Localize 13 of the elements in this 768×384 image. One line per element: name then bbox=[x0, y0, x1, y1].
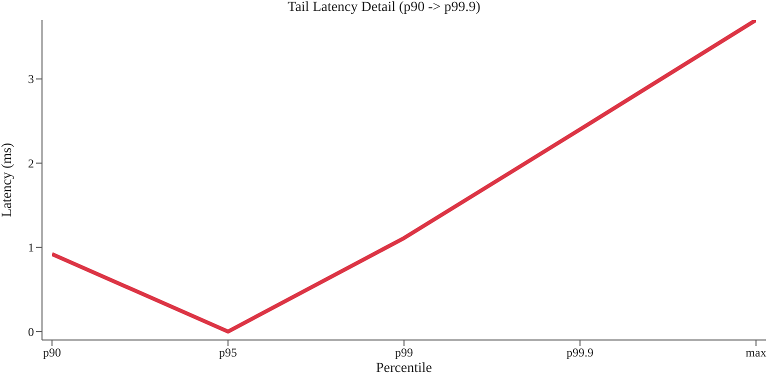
x-tick-label: p90 bbox=[43, 346, 61, 360]
y-tick-label: 1 bbox=[28, 240, 34, 255]
y-axis-title: Latency (ms) bbox=[0, 142, 15, 218]
chart-title: Tail Latency Detail (p90 -> p99.9) bbox=[286, 0, 482, 16]
x-axis-title: Percentile bbox=[376, 360, 432, 376]
x-tick-label: p95 bbox=[219, 346, 237, 360]
y-tick-label: 2 bbox=[28, 156, 34, 170]
y-tick-label: 0 bbox=[28, 324, 34, 339]
x-tick-label: p99 bbox=[395, 346, 413, 360]
x-tick-label: p99.9 bbox=[566, 346, 594, 360]
y-tick-label: 3 bbox=[28, 72, 34, 86]
line-series bbox=[52, 20, 756, 334]
x-tick-label: max bbox=[746, 346, 766, 360]
